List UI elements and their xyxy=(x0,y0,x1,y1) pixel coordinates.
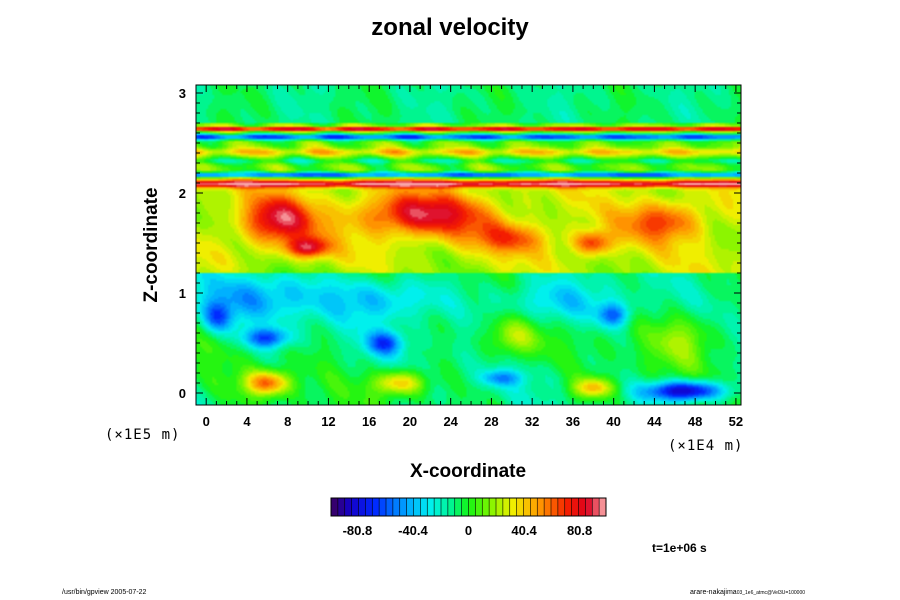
colorbar-swatch xyxy=(399,498,408,516)
colorbar-swatch xyxy=(344,498,353,516)
colorbar-swatch xyxy=(365,498,373,516)
time-label: t=1e+06 s xyxy=(652,541,707,555)
colorbar-swatch xyxy=(454,498,463,516)
colorbar-swatch xyxy=(509,498,518,516)
colorbar-swatch xyxy=(482,498,490,516)
colorbar-tick-label: 80.8 xyxy=(567,523,592,538)
x-tick-label: 52 xyxy=(729,414,743,429)
colorbar-swatch xyxy=(592,498,600,516)
colorbar-swatch xyxy=(386,498,394,516)
colorbar-swatch xyxy=(544,498,552,516)
x-axis-unit: (×1E4 m) xyxy=(668,438,743,454)
colorbar-swatch xyxy=(413,498,421,516)
colorbar-swatch xyxy=(358,498,366,516)
colorbar-swatch xyxy=(331,498,339,516)
colorbar-swatch xyxy=(530,498,538,516)
x-axis-title: X-coordinate xyxy=(410,461,526,482)
colorbar-tick-label: 40.4 xyxy=(511,523,537,538)
x-tick-label: 8 xyxy=(284,414,291,429)
colorbar-swatch xyxy=(379,498,387,516)
footer-right-sub: 03_1e6_atmc@Vel3U=100000 xyxy=(736,590,806,596)
colorbar-swatch xyxy=(420,498,428,516)
colorbar-tick-label: 0 xyxy=(465,523,472,538)
colorbar-swatch xyxy=(564,498,573,516)
plot-frame xyxy=(195,84,742,406)
colorbar-swatch xyxy=(585,498,593,516)
colorbar-swatch xyxy=(551,498,559,516)
colorbar-swatch xyxy=(578,498,586,516)
x-tick-label: 0 xyxy=(203,414,210,429)
x-tick-label: 12 xyxy=(321,414,335,429)
colorbar-swatch xyxy=(468,498,476,516)
y-axis-title: Z-coordinate xyxy=(141,187,162,302)
colorbar-frame xyxy=(330,497,607,517)
colorbar-swatch xyxy=(516,498,524,516)
x-tick-label: 28 xyxy=(484,414,498,429)
x-tick-label: 44 xyxy=(647,414,662,429)
x-tick-label: 24 xyxy=(443,414,458,429)
colorbar-swatch xyxy=(447,498,456,516)
y-axis: 0 1 2 3 xyxy=(179,86,741,401)
colorbar-swatch xyxy=(599,498,607,516)
y-tick-label: 1 xyxy=(179,286,186,301)
colorbar-swatch xyxy=(571,498,579,516)
colorbar-swatch xyxy=(475,498,483,516)
y-tick-label: 0 xyxy=(179,386,186,401)
colorbar-swatch xyxy=(337,498,346,516)
x-tick-label: 48 xyxy=(688,414,702,429)
x-tick-label: 16 xyxy=(362,414,376,429)
x-tick-label: 36 xyxy=(566,414,580,429)
footer-right-text: arare-nakajima03_1e6_atmc@Vel3U=100000 xyxy=(690,589,805,596)
colorbar-swatch xyxy=(427,498,435,516)
y-axis-unit: (×1E5 m) xyxy=(105,427,180,443)
colorbar-swatch xyxy=(372,498,380,516)
colorbar-swatch xyxy=(441,498,449,516)
colorbar-swatch xyxy=(351,498,359,516)
colorbar-swatch xyxy=(461,498,469,516)
x-tick-label: 40 xyxy=(606,414,620,429)
colorbar: -80.8 -40.4 0 40.4 80.8 xyxy=(330,497,607,538)
x-tick-label: 20 xyxy=(403,414,417,429)
colorbar-swatch xyxy=(523,498,531,516)
colorbar-swatch xyxy=(392,498,401,516)
y-tick-label: 3 xyxy=(179,86,186,101)
colorbar-swatch xyxy=(537,498,545,516)
x-tick-label: 4 xyxy=(243,414,251,429)
colorbar-swatch xyxy=(502,498,511,516)
footer-left-text: /usr/bin/gpview 2005-07-22 xyxy=(62,589,147,596)
colorbar-swatch xyxy=(557,498,566,516)
colorbar-tick-label: -80.8 xyxy=(343,523,373,538)
footer-right-main: arare-nakajima xyxy=(690,589,737,596)
heatmap-field xyxy=(196,85,741,405)
colorbar-swatch xyxy=(434,498,442,516)
chart-title: zonal velocity xyxy=(371,14,529,41)
colorbar-swatch xyxy=(406,498,414,516)
y-tick-label: 2 xyxy=(179,186,186,201)
colorbar-tick-label: -40.4 xyxy=(398,523,428,538)
colorbar-swatch xyxy=(496,498,504,516)
x-tick-label: 32 xyxy=(525,414,539,429)
x-axis: 0 4 8 12 16 20 24 28 32 36 40 44 48 52 xyxy=(195,85,743,429)
colorbar-swatch xyxy=(489,498,497,516)
